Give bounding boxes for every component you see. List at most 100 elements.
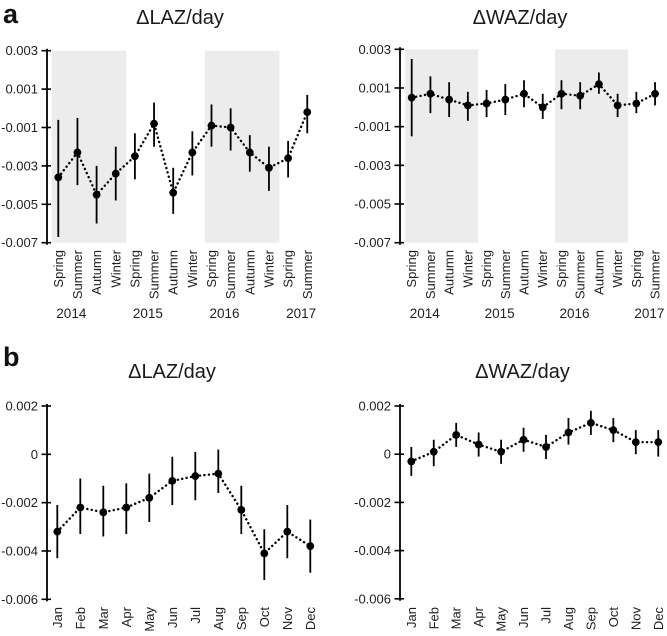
data-point: [245, 148, 254, 157]
panel-b-label: b: [3, 342, 20, 372]
data-point: [191, 472, 200, 480]
x-tick-label: Summer: [70, 249, 85, 299]
data-point: [651, 89, 659, 98]
data-point: [92, 190, 101, 199]
x-tick-label: Summer: [147, 249, 162, 299]
data-point: [445, 95, 454, 104]
y-tick-label: -0.004: [1, 543, 38, 558]
y-tick-label: 0.003: [5, 43, 38, 58]
y-axis: 0.003 0.001 -0.001 -0.003 -0.005 -0.007: [354, 42, 404, 250]
y-tick-label: -0.006: [354, 591, 391, 606]
data-point: [284, 154, 292, 163]
year-label: 2016: [559, 306, 589, 321]
x-labels: Spring Summer Autumn Winter Spring Summer Autu…: [51, 249, 315, 299]
x-tick-label: Winter: [185, 249, 200, 287]
data-point: [111, 169, 120, 178]
data-points: [407, 80, 659, 112]
x-tick-label: Autumn: [442, 250, 457, 295]
data-point: [99, 508, 108, 517]
data-point: [73, 148, 82, 157]
data-point: [214, 469, 223, 478]
data-point: [283, 527, 292, 536]
x-tick-label: Aug: [211, 607, 226, 630]
y-tick-label: 0.003: [358, 42, 391, 57]
y-tick-label: -0.005: [354, 197, 391, 212]
x-tick-label: Spring: [629, 250, 644, 288]
data-point: [542, 443, 550, 451]
x-tick-label: Jul: [539, 607, 554, 624]
data-point: [426, 89, 435, 98]
x-labels: Jan Feb Mar Apr May Jun Jul Aug Sep Oct Nov Dec: [50, 606, 318, 631]
data-point: [306, 542, 315, 551]
x-tick-label: Sep: [583, 607, 598, 630]
x-tick-label: Jul: [188, 607, 203, 624]
data-point: [587, 418, 595, 427]
x-tick-label: Nov: [280, 607, 295, 631]
year-label: 2014: [410, 306, 441, 321]
data-point: [429, 447, 438, 456]
x-tick-label: Oct: [257, 607, 272, 628]
y-tick-label: -0.004: [354, 543, 391, 558]
data-point: [595, 80, 603, 89]
y-tick-label: 0: [31, 447, 38, 462]
y-tick-label: -0.007: [354, 235, 391, 250]
data-point: [150, 119, 158, 128]
error-bars: [56, 449, 312, 580]
data-point: [632, 99, 641, 108]
y-tick-label: -0.007: [1, 235, 38, 250]
chart-title-b-laz: ΔLAZ/day: [128, 361, 216, 383]
data-point: [452, 431, 461, 439]
data-point: [265, 163, 273, 172]
data-point: [226, 123, 235, 132]
x-tick-label: Winter: [460, 249, 475, 287]
data-point: [497, 447, 505, 456]
data-point: [303, 108, 312, 117]
data-point: [188, 148, 197, 157]
x-tick-label: Summer: [223, 249, 238, 299]
data-point: [501, 95, 510, 104]
data-point: [53, 527, 62, 536]
x-tick-label: Mar: [449, 606, 464, 629]
chart-title-a-waz: ΔWAZ/day: [472, 7, 568, 29]
dotted-trend-line: [56, 472, 312, 556]
dotted-trend-line: [410, 421, 660, 463]
x-tick-label: Spring: [281, 250, 296, 288]
x-tick-label: Feb: [426, 607, 441, 629]
shaded-band: [554, 49, 628, 243]
x-tick-label: Spring: [127, 250, 142, 288]
x-tick-label: Jan: [404, 607, 419, 628]
year-label: 2016: [210, 306, 240, 321]
x-tick-label: Dec: [303, 607, 318, 631]
shaded-band: [405, 49, 479, 243]
x-tick-label: Autumn: [242, 250, 257, 295]
year-label: 2015: [133, 306, 163, 321]
x-labels: Spring Summer Autumn Winter Spring Summer Autu…: [404, 249, 662, 299]
x-tick-label: Winter: [535, 249, 550, 287]
x-tick-label: Summer: [423, 249, 438, 299]
data-points: [54, 108, 312, 199]
x-tick-label: Sep: [234, 607, 249, 630]
data-point: [474, 440, 483, 449]
x-tick-label: Autumn: [89, 250, 104, 295]
data-point: [576, 91, 585, 100]
x-tick-label: Winter: [610, 249, 625, 287]
data-point: [407, 93, 416, 102]
x-tick-label: Winter: [261, 249, 276, 287]
data-point: [609, 426, 618, 434]
chart-title-a-laz: ΔLAZ/day: [136, 7, 224, 29]
x-tick-label: Mar: [96, 606, 111, 629]
x-tick-label: May: [494, 607, 509, 632]
shaded-band: [51, 50, 127, 243]
data-point: [207, 121, 216, 130]
x-tick-label: Spring: [554, 250, 569, 288]
data-point: [463, 101, 472, 110]
x-tick-label: Summer: [300, 249, 315, 299]
data-point: [168, 477, 177, 485]
data-points: [53, 469, 315, 558]
x-tick-label: Autumn: [166, 250, 181, 295]
x-tick-label: Summer: [498, 249, 513, 299]
data-point: [169, 188, 178, 197]
y-tick-label: -0.002: [354, 495, 391, 510]
x-tick-label: Autumn: [517, 250, 532, 295]
x-tick-label: Spring: [404, 250, 419, 288]
